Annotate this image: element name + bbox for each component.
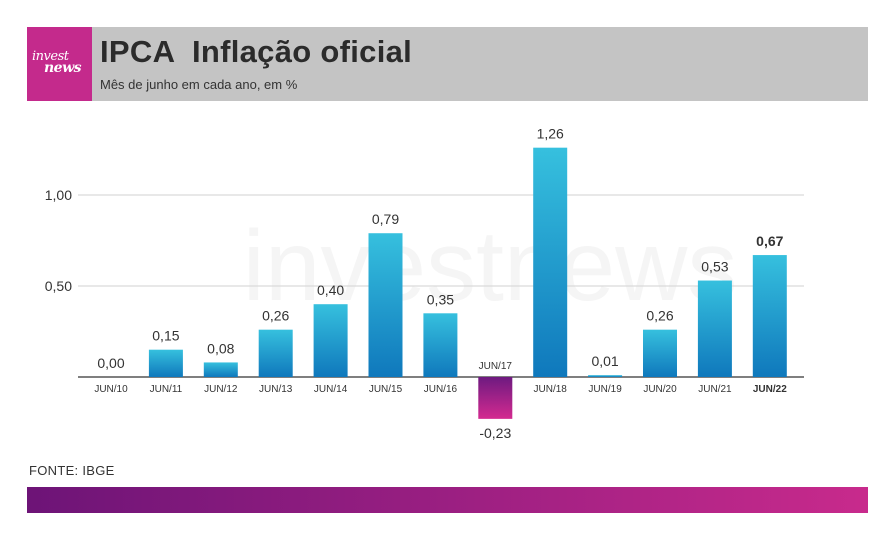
data-label: 0,40 (317, 282, 344, 298)
x-tick-label: JUN/15 (369, 384, 403, 395)
footer-bar (27, 487, 868, 513)
x-tick-label: JUN/12 (204, 384, 238, 395)
logo-text-invest: invest (32, 49, 69, 64)
bar (258, 329, 293, 377)
data-label: 0,08 (207, 340, 234, 356)
x-tick-label: JUN/10 (94, 384, 128, 395)
x-tick-label: JUN/16 (424, 384, 458, 395)
labels-group: 0,50 1,00 0,00 JUN/10 0,15 JUN/11 0,08 JUN/12 0,… (45, 126, 787, 441)
bar (752, 255, 787, 377)
bar (148, 349, 183, 377)
investnews-logo: invest news (27, 27, 92, 101)
bar (588, 375, 623, 377)
data-label: 0,26 (646, 308, 673, 324)
bar (478, 377, 513, 419)
data-label: -0,23 (479, 425, 511, 441)
data-label: 0,79 (372, 211, 399, 227)
data-label: 0,00 (97, 355, 124, 371)
x-tick-label: JUN/19 (588, 384, 622, 395)
logo-text-news: news (44, 60, 82, 76)
bar (643, 329, 677, 377)
x-tick-label: JUN/18 (534, 384, 568, 395)
y-tick-label: 1,00 (45, 187, 72, 203)
x-tick-label: JUN/17 (479, 361, 513, 372)
bar (533, 147, 568, 377)
y-tick-label: 0,50 (45, 278, 72, 294)
bar (423, 313, 458, 377)
header-band: invest news IPCA Inflação oficial Mês de… (27, 27, 868, 101)
data-label: 0,35 (427, 291, 454, 307)
x-tick-label: JUN/22 (753, 384, 787, 395)
data-label: 1,26 (537, 126, 564, 142)
data-label: 0,15 (152, 328, 179, 344)
x-tick-label: JUN/13 (259, 384, 293, 395)
x-tick-label: JUN/14 (314, 384, 348, 395)
x-tick-label: JUN/11 (150, 384, 183, 395)
bar (203, 362, 238, 377)
source-note: FONTE: IBGE (29, 463, 115, 478)
data-label: 0,67 (756, 233, 783, 249)
data-label: 0,53 (701, 259, 728, 275)
bar (368, 233, 403, 377)
data-label: 0,26 (262, 308, 289, 324)
x-tick-label: JUN/20 (643, 384, 677, 395)
data-label: 0,01 (591, 353, 618, 369)
chart-subtitle: Mês de junho em cada ano, em % (100, 77, 298, 92)
bar (313, 304, 348, 377)
bar (697, 280, 732, 377)
bars-group (148, 147, 787, 419)
chart-title: IPCA Inflação oficial (100, 34, 413, 69)
x-tick-label: JUN/21 (698, 384, 732, 395)
watermark-text: investnews (243, 210, 738, 322)
